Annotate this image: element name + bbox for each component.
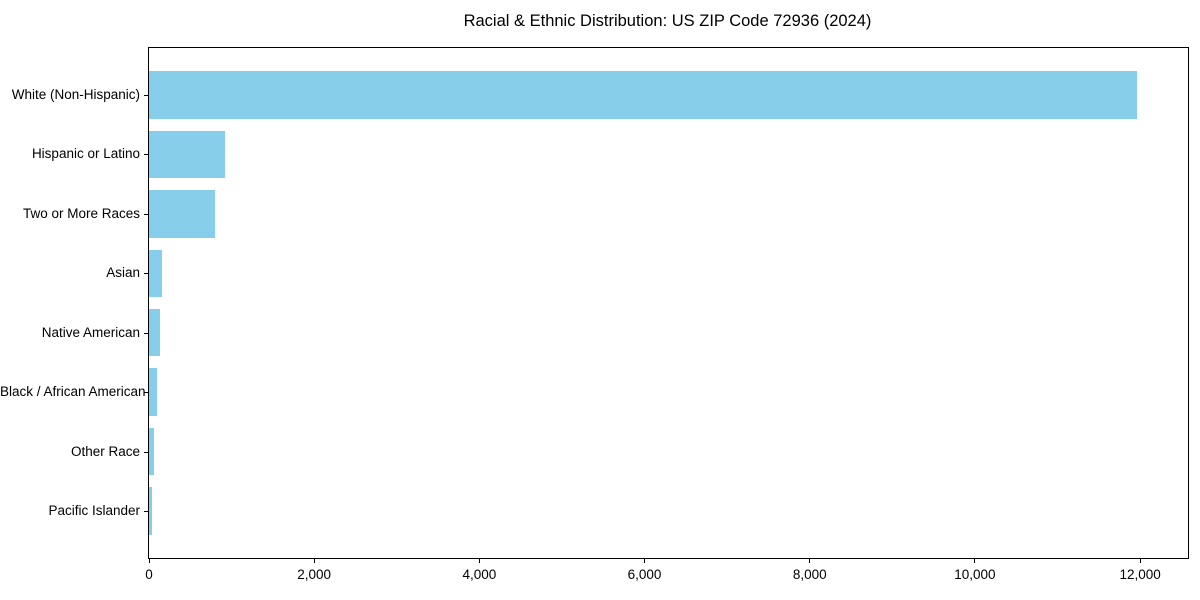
bar bbox=[149, 71, 1137, 119]
y-tick-mark bbox=[144, 213, 148, 215]
y-tick-mark bbox=[144, 273, 148, 275]
x-tick-mark bbox=[644, 559, 646, 563]
x-tick-label: 8,000 bbox=[792, 567, 827, 582]
y-axis-label: Pacific Islander bbox=[48, 503, 140, 519]
x-tick-mark bbox=[148, 559, 150, 563]
x-tick-label: 12,000 bbox=[1119, 567, 1161, 582]
x-tick-label: 0 bbox=[145, 567, 153, 582]
x-tick-mark bbox=[974, 559, 976, 563]
y-axis-label: Native American bbox=[41, 324, 140, 340]
bar bbox=[149, 308, 160, 357]
bar bbox=[149, 130, 225, 179]
y-axis-label: White (Non-Hispanic) bbox=[11, 86, 140, 102]
y-tick-mark bbox=[144, 332, 148, 334]
x-tick-label: 10,000 bbox=[954, 567, 996, 582]
plot-area: White (Non-Hispanic) Hispanic or Latino Tw… bbox=[0, 47, 1189, 582]
y-tick-mark bbox=[144, 511, 148, 513]
y-axis-label: Asian bbox=[106, 265, 140, 281]
bar bbox=[149, 427, 154, 476]
y-axis-label: Black / African American bbox=[0, 384, 146, 400]
y-tick-mark bbox=[144, 392, 148, 394]
x-tick-label: 6,000 bbox=[627, 567, 662, 582]
x-tick-mark bbox=[313, 559, 315, 563]
x-tick-label: 2,000 bbox=[297, 567, 332, 582]
y-tick-mark bbox=[144, 154, 148, 156]
y-axis-label: Hispanic or Latino bbox=[31, 146, 140, 162]
y-axis-label: Other Race bbox=[70, 443, 140, 459]
x-tick-mark bbox=[809, 559, 811, 563]
bar bbox=[149, 190, 216, 238]
x-tick-mark bbox=[478, 559, 480, 563]
y-tick-mark bbox=[144, 94, 148, 96]
y-tick-mark bbox=[144, 451, 148, 453]
bar bbox=[149, 487, 152, 535]
chart-title: Racial & Ethnic Distribution: US ZIP Cod… bbox=[463, 12, 872, 30]
bar bbox=[149, 249, 162, 298]
x-tick-mark bbox=[1139, 559, 1141, 563]
bar bbox=[149, 368, 157, 416]
y-axis-label: Two or More Races bbox=[22, 205, 140, 221]
x-tick-label: 4,000 bbox=[462, 567, 497, 582]
